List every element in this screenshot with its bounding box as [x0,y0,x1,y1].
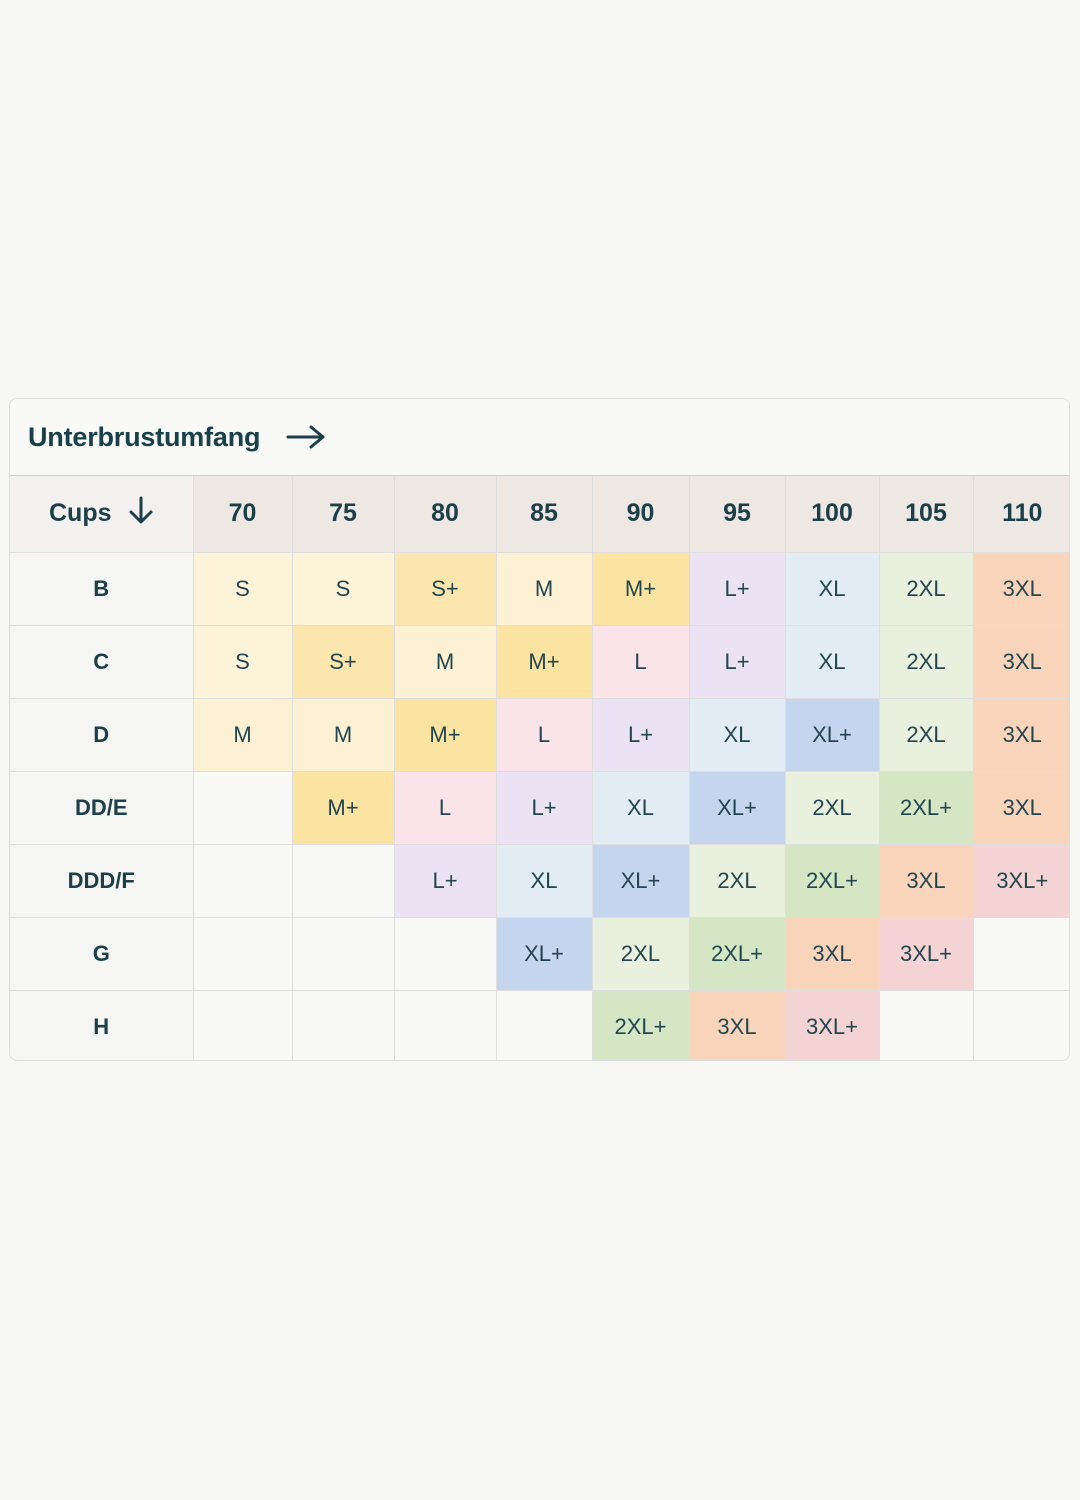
size-cell: XL [496,844,593,918]
size-cell: S+ [394,552,497,626]
cup-label: D [10,698,194,772]
size-chart-card: Unterbrustumfang Cups [9,398,1070,1061]
size-cell [193,917,293,991]
size-cell: 2XL [879,625,974,699]
size-cell: 2XL [689,844,786,918]
table-row: H 2XL+ 3XL 3XL+ [10,990,1069,1060]
size-cell: S [193,552,293,626]
cup-label: DDD/F [10,844,194,918]
size-cell: 2XL+ [785,844,880,918]
size-cell: 2XL+ [689,917,786,991]
size-cell: 3XL [689,990,786,1060]
cup-label: G [10,917,194,991]
column-header: 110 [973,476,1069,553]
size-cell: 3XL [973,698,1069,772]
size-cell [394,990,497,1060]
size-cell: 2XL [785,771,880,845]
column-header: 90 [592,476,690,553]
size-cell: L+ [592,698,690,772]
size-cell: M+ [592,552,690,626]
size-cell: 3XL [785,917,880,991]
column-header: 70 [193,476,293,553]
table-row: G XL+ 2XL 2XL+ 3XL 3XL+ [10,917,1069,991]
size-cell: L+ [689,552,786,626]
table-row: B S S S+ M M+ L+ XL 2XL 3XL [10,552,1069,626]
size-cell [973,990,1069,1060]
table-row: D M M M+ L L+ XL XL+ 2XL 3XL [10,698,1069,772]
arrow-right-icon [286,424,326,450]
size-cell [193,990,293,1060]
cup-label: C [10,625,194,699]
size-cell: 2XL [879,552,974,626]
size-cell: L [496,698,593,772]
size-cell: XL+ [785,698,880,772]
cups-label: Cups [49,499,112,528]
size-cell [292,990,395,1060]
size-cell: L [394,771,497,845]
size-cell: 3XL+ [973,844,1069,918]
column-header: 105 [879,476,974,553]
table-row: C S S+ M M+ L L+ XL 2XL 3XL [10,625,1069,699]
size-cell: XL [785,625,880,699]
size-cell: 3XL [973,771,1069,845]
arrow-down-icon [128,495,154,532]
size-cell: 2XL+ [592,990,690,1060]
column-header: 80 [394,476,497,553]
size-table: Cups 70 75 80 85 90 95 100 105 110 B S S S+ M M+ L+ XL 2… [10,476,1069,1060]
size-cell: 3XL [973,625,1069,699]
size-cell: S+ [292,625,395,699]
size-cell [292,844,395,918]
size-cell [292,917,395,991]
size-cell: L+ [496,771,593,845]
size-cell: 3XL+ [785,990,880,1060]
size-cell: XL [689,698,786,772]
chart-title: Unterbrustumfang [28,421,261,452]
size-cell: M+ [394,698,497,772]
size-cell: L [592,625,690,699]
cup-label: DD/E [10,771,194,845]
size-cell: M+ [292,771,395,845]
header-row: Cups 70 75 80 85 90 95 100 105 110 [10,476,1069,553]
column-header: 75 [292,476,395,553]
size-cell: S [292,552,395,626]
size-cell: 2XL+ [879,771,974,845]
size-cell [193,771,293,845]
size-cell: L+ [394,844,497,918]
table-row: DD/E M+ L L+ XL XL+ 2XL 2XL+ 3XL [10,771,1069,845]
size-cell: M [193,698,293,772]
size-cell [879,990,974,1060]
size-cell: XL+ [496,917,593,991]
size-cell: XL [592,771,690,845]
column-header: 85 [496,476,593,553]
table-body: B S S S+ M M+ L+ XL 2XL 3XL C S S+ M M+ L L+ XL 2XL 3XL D M M M… [10,552,1069,1060]
size-cell: XL+ [689,771,786,845]
column-header: 95 [689,476,786,553]
size-cell: XL [785,552,880,626]
column-header: 100 [785,476,880,553]
size-cell [973,917,1069,991]
size-cell: 2XL [592,917,690,991]
size-cell [496,990,593,1060]
size-cell: 3XL [879,844,974,918]
size-cell [193,844,293,918]
cup-label: B [10,552,194,626]
size-cell: L+ [689,625,786,699]
size-cell: 3XL+ [879,917,974,991]
size-cell: M [394,625,497,699]
size-chart-header: Unterbrustumfang [10,399,1069,476]
size-cell: M+ [496,625,593,699]
table-row: DDD/F L+ XL XL+ 2XL 2XL+ 3XL 3XL+ [10,844,1069,918]
cup-label: H [10,990,194,1060]
size-cell: XL+ [592,844,690,918]
size-cell [394,917,497,991]
size-cell: M [292,698,395,772]
size-cell: 2XL [879,698,974,772]
corner-header: Cups [10,476,194,553]
size-cell: S [193,625,293,699]
size-cell: M [496,552,593,626]
size-cell: 3XL [973,552,1069,626]
